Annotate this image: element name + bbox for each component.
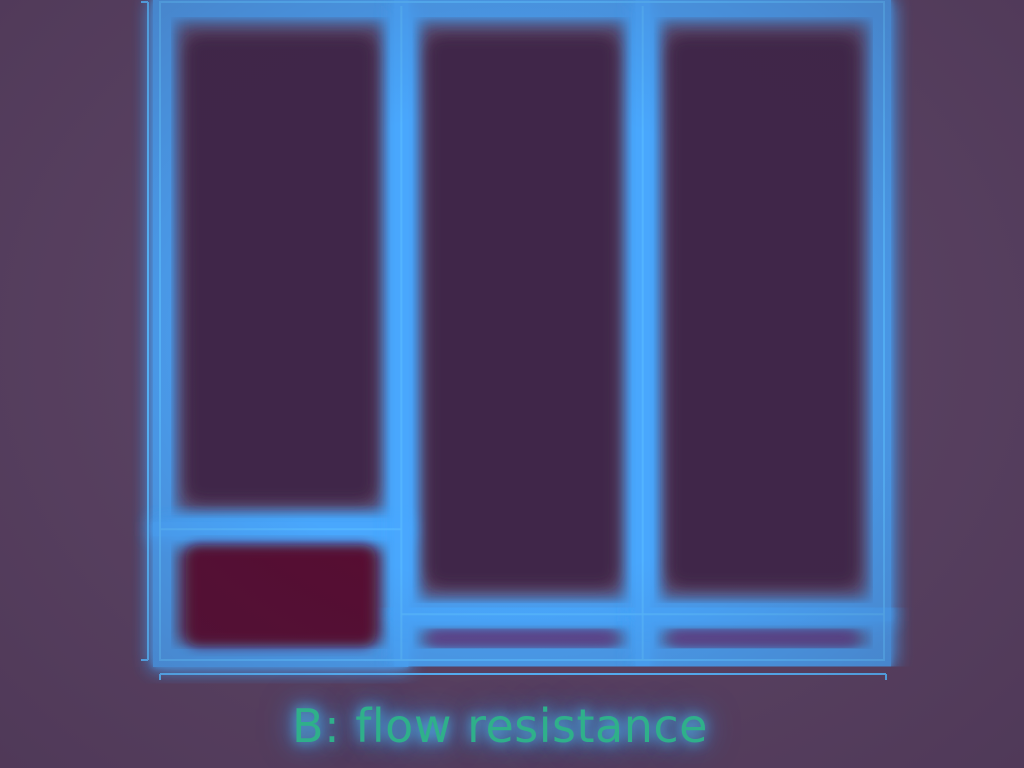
bar-lower-2 (668, 630, 858, 646)
plot-frame (159, 1, 885, 661)
cell-layer (186, 36, 858, 646)
bar-lower-1 (427, 630, 617, 646)
chart-title: B: flow resistance (292, 699, 708, 753)
bar-upper-2 (668, 36, 858, 587)
bar-lower-0 (186, 545, 376, 646)
bar-upper-0 (186, 36, 376, 502)
glow-lower-2 (635, 607, 892, 667)
axis-layer (141, 1, 887, 680)
glow-layer (153, 0, 892, 668)
bar-upper-1 (427, 36, 617, 587)
